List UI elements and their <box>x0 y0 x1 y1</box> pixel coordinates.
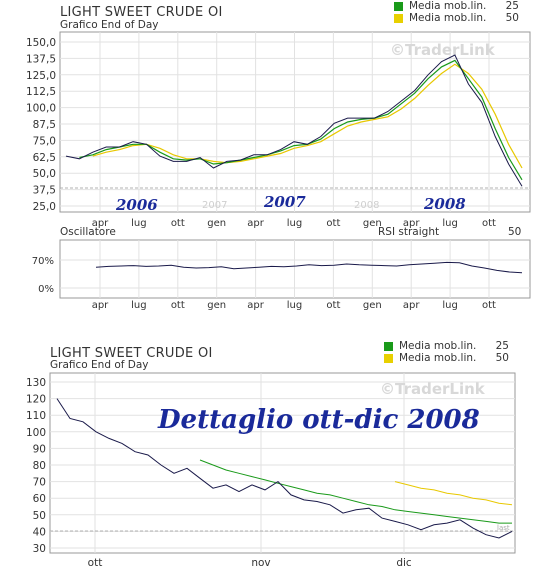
year-label-2007: 2007 <box>263 193 306 211</box>
bottom-price-chart: 130 120 110 100 90 80 70 60 50 40 30 ©TraderLink l… <box>26 372 516 569</box>
top-legend: Media mob.lin. 25 Media mob.lin. 50 <box>394 0 519 24</box>
top-chart-subtitle: Grafico End of Day <box>60 19 159 31</box>
legend-item-ma25: Media mob.lin. 25 <box>384 340 509 352</box>
top-xtick: lug <box>287 218 302 229</box>
top-ytick: 100,0 <box>26 103 56 115</box>
top-xtick: ott <box>482 218 496 229</box>
top-ytick: 75,0 <box>33 135 56 147</box>
bottom-series <box>56 398 513 539</box>
osc-xtick: ott <box>171 300 185 311</box>
osc-xtick: gen <box>363 300 382 311</box>
legend-item-ma50: Media mob.lin. 50 <box>394 12 519 24</box>
osc-x-axis: apr lug ott gen apr lug ott gen apr lug ott <box>92 300 496 311</box>
osc-xtick: gen <box>207 300 226 311</box>
osc-xtick: apr <box>403 300 420 311</box>
bottom-ytick: 70 <box>33 477 46 489</box>
osc-series <box>95 261 523 274</box>
bottom-ytick: 90 <box>33 443 46 455</box>
bottom-xtick: ott <box>88 557 103 569</box>
top-xtick: ott <box>171 218 185 229</box>
osc-xtick: apr <box>247 300 264 311</box>
top-xtick: apr <box>403 218 420 229</box>
top-ytick: 37,5 <box>33 185 56 197</box>
ma50-line <box>394 481 513 506</box>
bottom-xtick: dic <box>396 557 412 569</box>
osc-xtick: lug <box>287 300 302 311</box>
ma25-line <box>199 459 512 524</box>
top-price-chart: 150,0 137,5 125,0 112,5 100,0 87,5 75,0 62,5 50,… <box>26 31 531 229</box>
bottom-chart-title: LIGHT SWEET CRUDE OI <box>50 346 213 361</box>
top-xtick: gen <box>363 218 382 229</box>
legend-item-ma50: Media mob.lin. 50 <box>384 352 509 364</box>
price-line <box>56 398 513 539</box>
osc-xtick: apr <box>92 300 109 311</box>
bottom-xtick: nov <box>251 557 270 569</box>
osc-xtick: ott <box>326 300 340 311</box>
top-ytick: 87,5 <box>33 119 56 131</box>
ma25-line <box>79 59 523 181</box>
top-x-axis: apr lug ott gen apr lug ott gen apr lug ott <box>92 218 496 229</box>
top-y-axis: 150,0 137,5 125,0 112,5 100,0 87,5 75,0 62,5 50,… <box>26 37 56 213</box>
top-ytick: 112,5 <box>26 86 56 98</box>
legend-item-ma25: Media mob.lin. 25 <box>394 0 519 12</box>
year-label-2006: 2006 <box>115 196 158 214</box>
osc-ytick-0: 0% <box>38 284 54 295</box>
top-watermark: ©TraderLink <box>390 41 496 59</box>
bottom-ytick: 120 <box>26 394 46 406</box>
top-ytick: 25,0 <box>33 201 56 213</box>
legend-swatch-green <box>394 1 403 11</box>
last-tag: last <box>497 524 510 532</box>
osc-xtick: ott <box>482 300 496 311</box>
bottom-plot-area <box>49 372 516 554</box>
top-ytick: 137,5 <box>26 53 56 65</box>
top-xtick: lug <box>442 218 457 229</box>
ma50-line <box>92 63 523 169</box>
top-xtick: gen <box>207 218 226 229</box>
bottom-ytick: 110 <box>26 410 46 422</box>
top-xtick: apr <box>92 218 109 229</box>
detail-annotation: Dettaglio ott-dic 2008 <box>157 405 480 435</box>
top-grid <box>60 32 530 212</box>
bottom-ytick: 30 <box>33 543 46 555</box>
bottom-ytick: 100 <box>26 427 46 439</box>
faint-year-2007: 2007 <box>202 200 227 211</box>
legend-swatch-yellow <box>384 353 393 363</box>
faint-year-2008: 2008 <box>354 200 379 211</box>
top-xtick: lug <box>131 218 146 229</box>
top-ytick: 62,5 <box>33 152 56 164</box>
osc-ytick-70: 70% <box>32 256 54 267</box>
rsi-label: RSI straight <box>378 226 440 238</box>
bottom-ytick: 50 <box>33 510 46 522</box>
bottom-ytick: 80 <box>33 460 46 472</box>
bottom-legend: Media mob.lin. 25 Media mob.lin. 50 <box>384 340 509 364</box>
legend-swatch-yellow <box>394 13 403 23</box>
price-line <box>65 54 523 187</box>
bottom-y-axis: 130 120 110 100 90 80 70 60 50 40 30 <box>26 377 46 555</box>
top-xtick: ott <box>326 218 340 229</box>
osc-grid <box>60 240 530 298</box>
osc-xtick: lug <box>131 300 146 311</box>
oscillator-chart: 70% 0% apr lug ott gen apr lug ott gen apr lug ott <box>32 239 531 311</box>
bottom-ytick: 40 <box>33 526 46 538</box>
bottom-chart-subtitle: Grafico End of Day <box>50 359 149 371</box>
top-series <box>65 54 523 187</box>
bottom-watermark: ©TraderLink <box>380 380 486 398</box>
bottom-ytick: 60 <box>33 493 46 505</box>
top-ytick: 50,0 <box>33 168 56 180</box>
oscillator-label: Oscillatore <box>60 226 116 238</box>
top-ytick: 125,0 <box>26 70 56 82</box>
bottom-grid <box>50 373 515 553</box>
top-xtick: apr <box>247 218 264 229</box>
top-ytick: 150,0 <box>26 37 56 49</box>
bottom-x-axis: ott nov dic <box>88 557 412 569</box>
top-chart-title: LIGHT SWEET CRUDE OI <box>60 5 223 20</box>
osc-xtick: lug <box>442 300 457 311</box>
rsi-value: 50 <box>508 226 522 238</box>
legend-swatch-green <box>384 341 393 351</box>
year-label-2008: 2008 <box>423 195 466 213</box>
bottom-ytick: 130 <box>26 377 46 389</box>
rsi-line <box>95 261 523 274</box>
